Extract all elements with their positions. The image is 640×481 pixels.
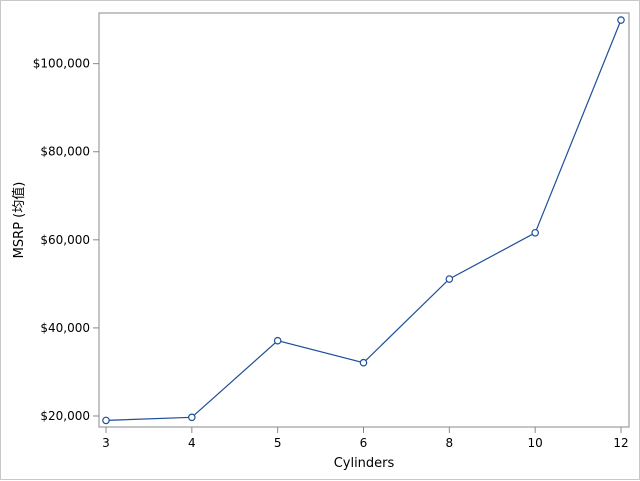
x-tick-label: 12 <box>613 436 628 450</box>
series-layer <box>102 16 625 425</box>
data-point <box>359 358 368 367</box>
y-axis-title: MSRP (均值) <box>11 182 27 259</box>
y-axis: $20,000 $40,000 $60,000 $80,000 $100,000 <box>33 57 99 423</box>
x-tick-label: 6 <box>360 436 368 450</box>
data-point <box>531 228 539 237</box>
data-point <box>273 336 282 345</box>
y-tick-label: $40,000 <box>40 321 90 335</box>
x-tick-label: 4 <box>188 436 196 450</box>
y-tick-label: $20,000 <box>40 409 90 423</box>
y-tick-label: $60,000 <box>40 233 90 247</box>
x-axis: 3 4 5 6 8 10 12 <box>102 427 629 450</box>
data-point <box>188 413 196 422</box>
data-point <box>445 275 454 283</box>
x-tick-label: 8 <box>446 436 454 450</box>
x-tick-label: 5 <box>274 436 282 450</box>
data-point <box>102 416 110 425</box>
x-axis-title: Cylinders <box>334 456 395 471</box>
y-tick-label: $80,000 <box>40 145 90 159</box>
x-tick-label: 10 <box>528 436 543 450</box>
x-tick-label: 3 <box>102 436 110 450</box>
y-tick-label: $100,000 <box>33 57 90 71</box>
data-point <box>617 16 625 24</box>
